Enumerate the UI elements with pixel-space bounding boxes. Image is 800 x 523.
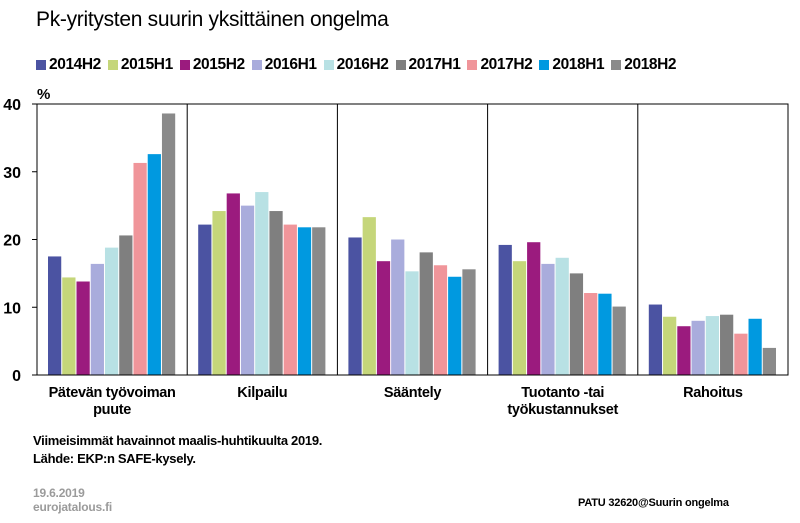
bar (584, 293, 598, 375)
bar (598, 293, 612, 375)
bar (663, 316, 677, 375)
footer-date: 19.6.2019 (33, 486, 85, 500)
bar (569, 273, 584, 376)
legend-swatch (611, 60, 622, 70)
bar (297, 227, 312, 375)
category-label-line: Rahoitus (683, 385, 743, 401)
y-tick-label: 40 (3, 97, 21, 114)
bar (62, 277, 76, 375)
y-tick-label: 0 (12, 368, 21, 385)
bar (527, 242, 541, 375)
note-source: Lähde: EKP:n SAFE-kysely. (33, 451, 196, 466)
bar (376, 261, 391, 375)
legend-item: 2017H2 (467, 56, 533, 74)
category-label: Tuotanto -tai työkustannukset (488, 385, 638, 419)
bar (133, 162, 147, 375)
y-unit-label: % (37, 86, 50, 103)
bar (720, 314, 734, 375)
legend-item: 2015H2 (179, 56, 245, 74)
plot-frame (36, 103, 789, 376)
bar (612, 306, 626, 375)
bar (541, 263, 555, 375)
bar (419, 252, 433, 375)
footer-site: eurojatalous.fi (33, 500, 113, 514)
legend-label: 2017H1 (408, 56, 461, 73)
chart-legend: 2014H2 2015H1 2015H2 2016H1 2016H2 2017H1 2017… (36, 55, 683, 75)
legend-item: 2016H1 (251, 56, 317, 74)
bar (212, 211, 226, 375)
bar (240, 205, 255, 376)
category-label: Rahoitus (638, 385, 788, 402)
legend-swatch (251, 60, 262, 70)
legend-swatch (467, 60, 478, 70)
bar (762, 347, 776, 375)
bar (448, 276, 462, 375)
bar (405, 271, 419, 375)
legend-label: 2016H2 (336, 56, 389, 73)
category-label-line: työkustannukset (507, 402, 619, 418)
legend-label: 2015H1 (120, 56, 173, 73)
legend-item: 2015H1 (107, 56, 173, 74)
y-tick-label: 30 (3, 165, 21, 182)
bar (362, 217, 376, 375)
bar (555, 257, 569, 375)
bar (76, 281, 90, 375)
legend-swatch (395, 60, 406, 70)
bar (391, 239, 405, 375)
bar (283, 224, 297, 375)
legend-label: 2015H2 (192, 56, 245, 73)
note-latest-observations: Viimeisimmät havainnot maalis-huhtikuult… (33, 433, 323, 448)
legend-swatch (539, 60, 550, 70)
bar (748, 318, 762, 375)
bar (348, 237, 362, 375)
bar (48, 256, 62, 375)
legend-item: 2014H2 (36, 56, 101, 74)
bar (147, 154, 161, 375)
y-tick-label: 10 (3, 300, 21, 317)
bar (90, 263, 104, 375)
bar (312, 227, 326, 375)
bar (269, 211, 283, 375)
bar (512, 261, 527, 375)
bar (498, 244, 512, 375)
category-label-line: Pätevän työvoiman (48, 385, 176, 401)
legend-item: 2017H1 (395, 56, 461, 74)
bar (433, 265, 448, 375)
category-label: Sääntely (337, 385, 487, 402)
category-label: Pätevän työvoiman puute (37, 385, 187, 419)
bar (198, 224, 212, 375)
legend-item: 2016H2 (323, 56, 389, 74)
legend-swatch (323, 60, 334, 70)
y-tick-label: 20 (3, 233, 21, 250)
legend-item: 2018H2 (611, 56, 677, 74)
chart-title: Pk-yritysten suurin yksittäinen ongelma (36, 8, 389, 31)
category-label-line: Tuotanto -tai (521, 385, 605, 401)
bar (705, 316, 720, 375)
bar (462, 269, 476, 375)
bar (648, 304, 663, 375)
legend-label: 2014H2 (49, 56, 101, 73)
legend-swatch (107, 60, 118, 70)
bar (691, 320, 705, 375)
legend-item: 2018H1 (539, 56, 605, 74)
legend-label: 2016H1 (264, 56, 317, 73)
bar (161, 113, 176, 375)
category-label: Kilpailu (187, 385, 337, 402)
category-label-line: Sääntely (383, 385, 442, 401)
bar (119, 235, 133, 375)
category-label-line: puute (93, 402, 132, 418)
legend-label: 2018H1 (552, 56, 605, 73)
bar (677, 326, 691, 375)
legend-label: 2017H2 (480, 56, 533, 73)
legend-swatch (179, 60, 190, 70)
footer-chart-code: PATU 32620@Suurin ongelma (578, 497, 729, 509)
legend-label: 2018H2 (624, 56, 677, 73)
bar (226, 193, 240, 375)
bar (734, 333, 748, 375)
bar (255, 192, 269, 375)
category-label-line: Kilpailu (237, 385, 288, 401)
legend-swatch (36, 60, 46, 70)
bar (104, 247, 119, 375)
